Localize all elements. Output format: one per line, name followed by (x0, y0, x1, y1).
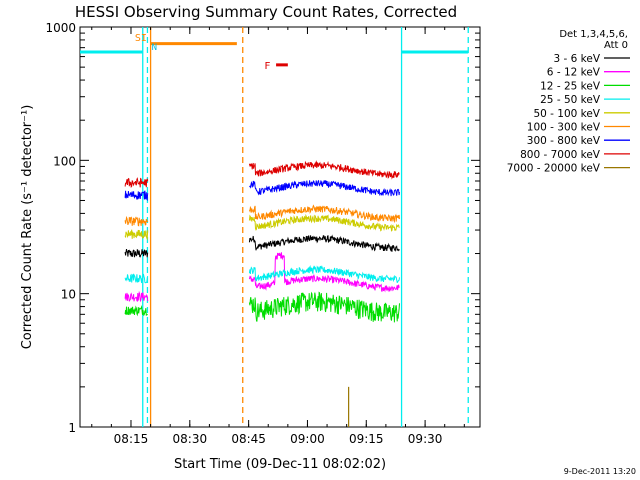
series-line (248, 252, 400, 293)
series-7 (124, 160, 400, 189)
x-tick-label: 09:30 (408, 432, 443, 446)
legend-header: Att 0 (604, 40, 628, 51)
y-axis-label: Corrected Count Rate (s⁻¹ detector⁻¹) (20, 105, 35, 350)
legend-header: Det 1,3,4,5,6, (559, 29, 628, 40)
legend-label: 300 - 800 keV (527, 135, 601, 147)
flag-label-f: F (264, 61, 270, 72)
y-tick-label: 100 (53, 154, 76, 168)
series-5 (124, 204, 400, 227)
y-tick-label: 1000 (45, 21, 76, 35)
axis-layer: 08:15 08:30 08:45 09:00 09:15 09:30 1 10 100 1000 (45, 21, 480, 446)
series-line (124, 215, 149, 227)
legend-label: 50 - 100 keV (533, 108, 600, 120)
series-line (248, 234, 400, 252)
chart-title: HESSI Observing Summary Count Rates, Cor… (75, 3, 457, 21)
series-line (124, 248, 149, 258)
series-line (124, 304, 148, 317)
legend-label: 3 - 6 keV (553, 53, 600, 65)
x-tick-label: 08:45 (231, 432, 266, 446)
x-tick-label: 09:00 (290, 432, 325, 446)
series-4 (124, 213, 400, 241)
series-line (248, 213, 400, 232)
series-line (249, 179, 400, 197)
legend-label: 7000 - 20000 keV (507, 163, 601, 175)
legend-label: 6 - 12 keV (547, 67, 601, 79)
y-tick-label: 1 (68, 421, 76, 435)
x-axis-label: Start Time (09-Dec-11 08:02:02) (174, 457, 386, 472)
legend-label: 800 - 7000 keV (520, 149, 601, 161)
series-line (124, 190, 149, 201)
series-2 (124, 291, 400, 323)
series-line (124, 290, 149, 303)
y-tick-label: 10 (61, 288, 76, 302)
series-line (248, 204, 400, 224)
plot-layer: SI N F (80, 27, 469, 427)
x-tick-label: 09:15 (349, 432, 384, 446)
x-tick-label: 08:15 (114, 432, 149, 446)
series-line (124, 273, 149, 284)
series-6 (124, 179, 400, 201)
series-line (248, 291, 400, 323)
x-tick-label: 08:30 (173, 432, 208, 446)
series-0 (124, 234, 400, 258)
corner-timestamp: 9-Dec-2011 13:20 (564, 467, 636, 476)
series-line (248, 264, 400, 284)
series-line (248, 160, 400, 180)
legend: Det 1,3,4,5,6,Att 0 3 - 6 keV 6 - 12 keV12… (507, 29, 630, 175)
legend-label: 100 - 300 keV (527, 122, 601, 134)
legend-label: 12 - 25 keV (540, 80, 601, 92)
flag-label-si: SI (135, 33, 147, 44)
series-line (124, 229, 149, 241)
series-line (124, 177, 149, 189)
series-3 (124, 264, 400, 284)
series-1 (124, 252, 400, 303)
plot-frame (79, 26, 481, 428)
flag-label-n: N (152, 43, 157, 53)
legend-label: 25 - 50 keV (540, 94, 601, 106)
